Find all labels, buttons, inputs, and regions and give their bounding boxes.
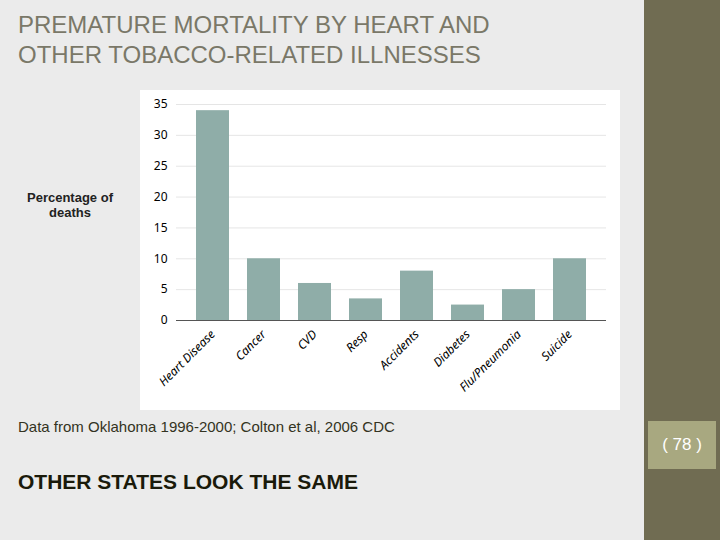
svg-text:Accidents: Accidents — [375, 326, 423, 374]
svg-text:Cancer: Cancer — [231, 325, 270, 364]
svg-text:15: 15 — [154, 219, 168, 236]
html-text:Data from Oklahoma 1996-2000;: Data from Oklahoma 1996-2000; Colton et … — [18, 418, 395, 435]
html-text:PREMATURE MORTALITY BY HEART A: PREMATURE MORTALITY BY HEART AND OTHER T… — [18, 11, 490, 68]
svg-text:35: 35 — [154, 95, 168, 112]
svg-text:10: 10 — [154, 250, 168, 267]
svg-text:0: 0 — [161, 311, 168, 328]
html-text:( 78 ): ( 78 ) — [662, 435, 702, 454]
svg-text:5: 5 — [161, 280, 168, 297]
svg-text:30: 30 — [154, 126, 168, 143]
svg-text:Resp: Resp — [342, 326, 372, 356]
svg-text:Diabetes: Diabetes — [429, 326, 474, 371]
html-text:OTHER STATES LOOK THE SAME: OTHER STATES LOOK THE SAME — [18, 470, 358, 493]
svg-text:Suicide: Suicide — [537, 326, 576, 365]
svg-text:CVD: CVD — [293, 326, 320, 353]
html-text:Percentage of deaths: Percentage of deaths — [27, 190, 113, 220]
svg-text:20: 20 — [154, 188, 168, 205]
svg-text:25: 25 — [154, 157, 168, 174]
svg-text:Heart Disease: Heart Disease — [155, 326, 219, 390]
svg-text:Flu/Pneumonia: Flu/Pneumonia — [455, 326, 524, 395]
